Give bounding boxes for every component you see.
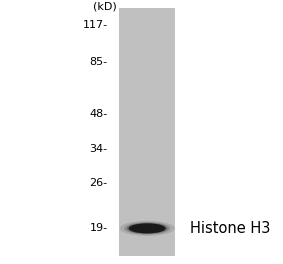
Text: 19-: 19- xyxy=(89,223,108,233)
Text: 48-: 48- xyxy=(89,109,108,119)
Text: 117-: 117- xyxy=(82,20,108,30)
Bar xyxy=(119,8,175,256)
Text: Histone H3: Histone H3 xyxy=(190,221,270,236)
Ellipse shape xyxy=(127,223,167,234)
Text: 85-: 85- xyxy=(89,57,108,67)
Ellipse shape xyxy=(124,222,170,235)
Text: (kD): (kD) xyxy=(93,2,117,12)
Ellipse shape xyxy=(129,223,166,233)
Text: 34-: 34- xyxy=(89,144,108,154)
Text: 26-: 26- xyxy=(89,178,108,188)
Ellipse shape xyxy=(119,221,175,236)
